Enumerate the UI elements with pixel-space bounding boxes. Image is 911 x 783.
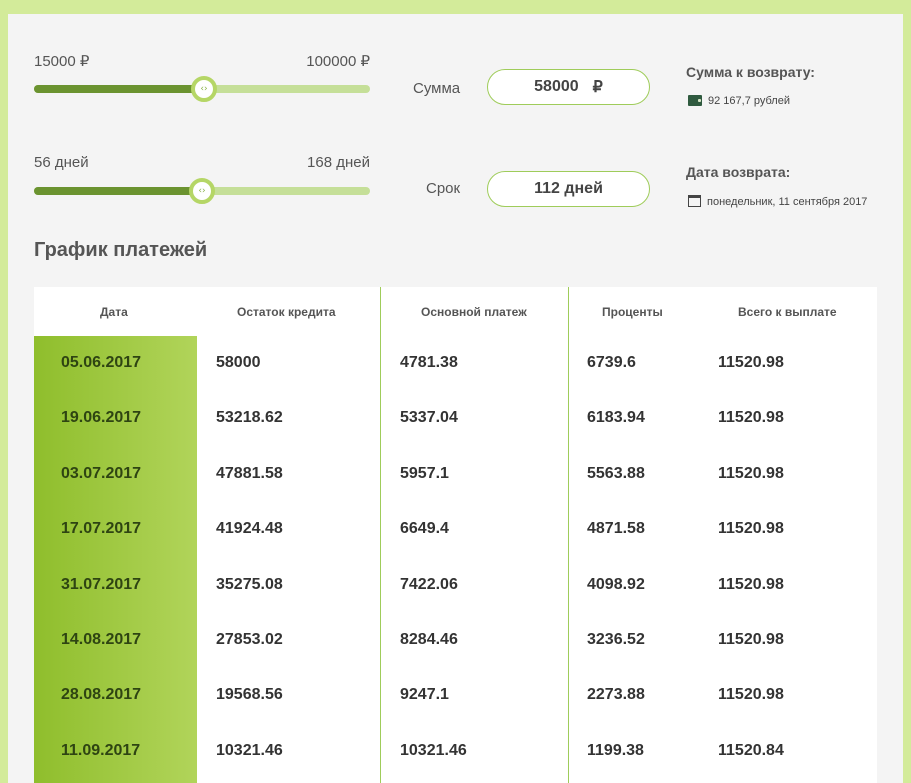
term-slider[interactable]: 56 дней 168 дней ‹› xyxy=(34,154,370,204)
cell-date: 14.08.2017 xyxy=(61,631,142,648)
col-header-date: Дата xyxy=(100,305,128,319)
table-row: 31.07.2017 35275.08 7422.06 4098.92 11520.98 xyxy=(34,558,877,613)
table-row: 17.07.2017 41924.48 6649.4 4871.58 11520.98 xyxy=(34,502,877,557)
term-input[interactable]: 112 дней xyxy=(487,171,650,207)
col-header-balance: Остаток кредита xyxy=(237,305,336,319)
table-row: 19.06.2017 53218.62 5337.04 6183.94 11520.98 xyxy=(34,391,877,446)
return-date-value: понедельник, 11 сентября 2017 xyxy=(707,196,868,208)
cell-date: 17.07.2017 xyxy=(61,520,142,538)
cell-total: 11520.84 xyxy=(718,741,784,759)
cell-total: 11520.98 xyxy=(718,631,784,648)
cell-principal: 4781.38 xyxy=(400,354,458,371)
cell-interest: 4098.92 xyxy=(587,575,645,593)
cell-total: 11520.98 xyxy=(718,520,784,538)
cell-total: 11520.98 xyxy=(718,354,784,371)
calendar-icon xyxy=(688,195,701,207)
payment-schedule-table: Дата Остаток кредита Основной платеж Про… xyxy=(34,287,877,783)
term-slider-fill xyxy=(34,187,202,195)
amount-max-label: 100000 ₽ xyxy=(306,53,370,70)
cell-total: 11520.98 xyxy=(718,409,784,427)
cell-balance: 10321.46 xyxy=(216,741,283,759)
term-max-label: 168 дней xyxy=(307,154,370,171)
cell-principal: 6649.4 xyxy=(400,520,449,538)
table-row: 03.07.2017 47881.58 5957.1 5563.88 11520.98 xyxy=(34,447,877,502)
cell-date: 19.06.2017 xyxy=(61,409,142,427)
cell-principal: 7422.06 xyxy=(400,575,458,593)
amount-input[interactable]: 58000 ₽ xyxy=(487,69,650,105)
col-header-principal: Основной платеж xyxy=(421,305,527,319)
cell-principal: 10321.46 xyxy=(400,741,467,759)
cell-interest: 2273.88 xyxy=(587,686,645,704)
col-header-interest: Проценты xyxy=(602,305,663,319)
currency-symbol: ₽ xyxy=(592,79,603,96)
cell-date: 11.09.2017 xyxy=(61,741,141,759)
cell-total: 11520.98 xyxy=(718,575,784,593)
cell-principal: 5957.1 xyxy=(400,464,449,482)
amount-field-label: Сумма xyxy=(413,80,461,97)
cell-interest: 1199.38 xyxy=(587,741,644,759)
table-row: 11.09.2017 10321.46 10321.46 1199.38 11520.8… xyxy=(34,724,877,779)
amount-slider-handle[interactable]: ‹› xyxy=(191,76,218,102)
cell-total: 11520.98 xyxy=(718,464,784,482)
cell-balance: 19568.56 xyxy=(216,686,283,704)
return-date-line: понедельник, 11 сентября 2017 xyxy=(688,191,878,213)
cell-principal: 9247.1 xyxy=(400,686,449,704)
col-header-total: Всего к выплате xyxy=(738,305,837,319)
column-divider xyxy=(380,287,381,783)
term-slider-track[interactable]: ‹› xyxy=(34,178,370,204)
term-min-label: 56 дней xyxy=(34,154,89,171)
amount-slider-track[interactable]: ‹› xyxy=(34,76,370,102)
term-value: 112 дней xyxy=(534,180,603,197)
cell-balance: 27853.02 xyxy=(216,631,283,648)
cell-balance: 35275.08 xyxy=(216,575,283,593)
amount-min-label: 15000 ₽ xyxy=(34,53,90,70)
cell-interest: 3236.52 xyxy=(587,631,645,648)
amount-slider[interactable]: 15000 ₽ 100000 ₽ ‹› xyxy=(34,52,370,102)
term-slider-handle[interactable]: ‹› xyxy=(189,178,215,204)
table-row: 14.08.2017 27853.02 8284.46 3236.52 11520.98 xyxy=(34,613,877,668)
cell-principal: 8284.46 xyxy=(400,631,458,648)
term-field-label: Срок xyxy=(426,180,461,197)
return-date-title: Дата возврата: xyxy=(686,164,791,180)
table-header: Дата Остаток кредита Основной платеж Про… xyxy=(34,287,877,336)
table-row: 28.08.2017 19568.56 9247.1 2273.88 11520.98 xyxy=(34,668,877,723)
amount-slider-fill xyxy=(34,85,205,93)
wallet-icon xyxy=(688,95,702,106)
date-column-highlight xyxy=(34,336,197,783)
repayment-value: 92 167,7 рублей xyxy=(708,95,790,107)
cell-balance: 53218.62 xyxy=(216,409,283,427)
cell-principal: 5337.04 xyxy=(400,409,458,427)
repayment-title: Сумма к возврату: xyxy=(686,64,815,80)
cell-balance: 58000 xyxy=(216,354,261,371)
cell-balance: 41924.48 xyxy=(216,520,283,538)
schedule-title: График платежей xyxy=(34,239,208,261)
cell-date: 28.08.2017 xyxy=(61,686,142,704)
table-row: 05.06.2017 58000 4781.38 6739.6 11520.98 xyxy=(34,336,877,391)
repayment-line: 92 167,7 рублей xyxy=(688,90,790,112)
cell-balance: 47881.58 xyxy=(216,464,283,482)
cell-interest: 4871.58 xyxy=(587,520,645,538)
cell-date: 31.07.2017 xyxy=(61,575,142,593)
slider-handle-icon: ‹› xyxy=(198,185,206,196)
column-divider xyxy=(568,287,569,783)
calculator-panel: 15000 ₽ 100000 ₽ ‹› 56 дней 168 дней ‹› … xyxy=(8,14,903,783)
cell-total: 11520.98 xyxy=(718,686,784,704)
cell-interest: 6183.94 xyxy=(587,409,645,427)
cell-interest: 6739.6 xyxy=(587,354,636,371)
slider-handle-icon: ‹› xyxy=(200,83,208,94)
amount-value: 58000 xyxy=(534,78,579,95)
cell-date: 03.07.2017 xyxy=(61,464,142,482)
cell-date: 05.06.2017 xyxy=(61,354,142,371)
cell-interest: 5563.88 xyxy=(587,464,645,482)
